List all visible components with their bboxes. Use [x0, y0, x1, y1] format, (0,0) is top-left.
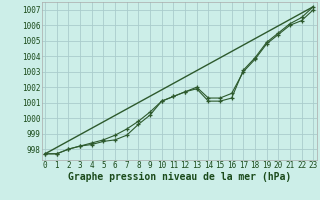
X-axis label: Graphe pression niveau de la mer (hPa): Graphe pression niveau de la mer (hPa): [68, 172, 291, 182]
